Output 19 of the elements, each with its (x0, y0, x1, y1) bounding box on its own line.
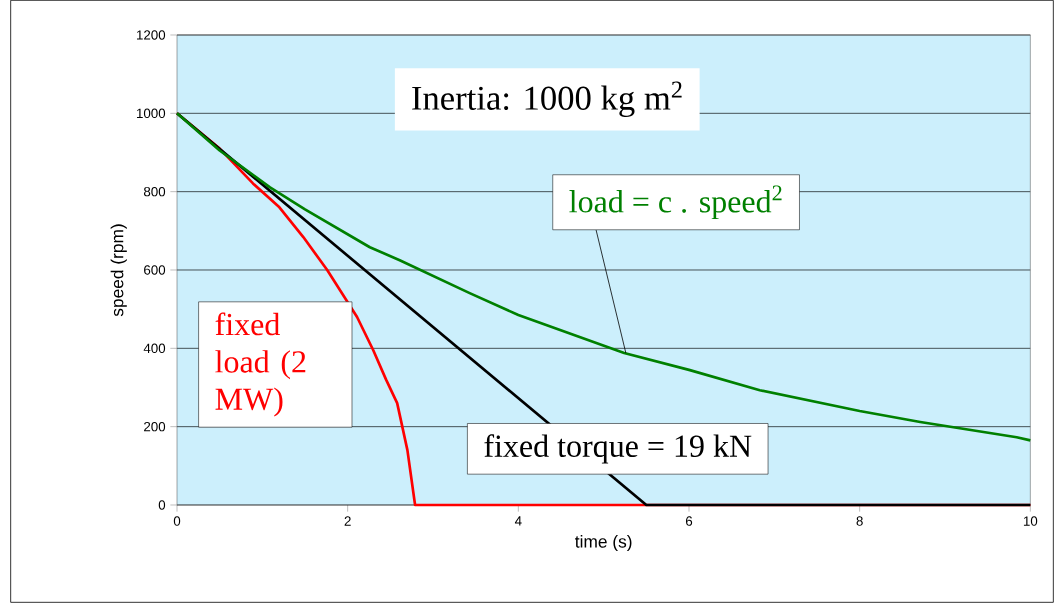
y-tick-label: 600 (144, 265, 166, 275)
text: load = c . speed$^{2}$ (569, 185, 782, 220)
x-tick-label: 6 (685, 516, 693, 526)
y-tick-label: 200 (144, 421, 166, 432)
x-tick-label: 8 (856, 516, 863, 526)
y-tick-label: 800 (143, 186, 166, 197)
series-label: fixed torque = 19 kN (484, 434, 752, 464)
y-tick-label: 0 (158, 500, 166, 510)
y-tick-label: 1200 (136, 30, 166, 40)
x-tick-label: 2 (344, 516, 351, 526)
y-tick-label: 400 (143, 343, 166, 354)
y-axis-title: speed (rpm) (110, 224, 127, 317)
x-tick-label: 0 (173, 516, 181, 526)
y-tick-label: 1000 (136, 108, 166, 119)
annotation: Inertia: 1000 kg m$^{2}$ (412, 81, 682, 118)
series-label: fixed load (2 MW) (215, 312, 306, 417)
x-axis-title: time (s) (575, 534, 632, 552)
x-tick-label: 4 (514, 516, 522, 526)
x-tick-label: 10 (1023, 516, 1038, 526)
